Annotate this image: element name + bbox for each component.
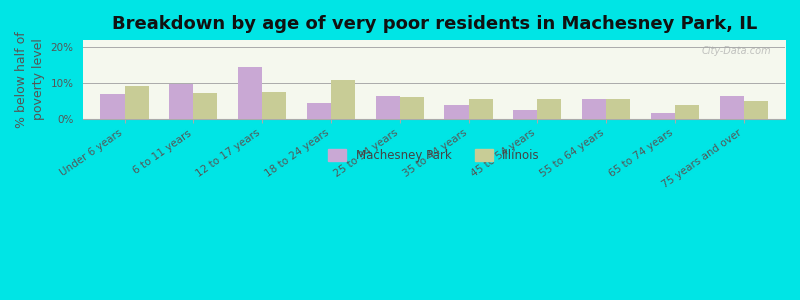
- Bar: [514, 110, 538, 119]
- Bar: [331, 80, 355, 119]
- Bar: [675, 104, 699, 119]
- Y-axis label: % below half of
poverty level: % below half of poverty level: [15, 31, 45, 128]
- Bar: [238, 67, 262, 119]
- Bar: [720, 96, 744, 119]
- Bar: [606, 99, 630, 119]
- Bar: [538, 99, 562, 119]
- Bar: [307, 103, 331, 119]
- Text: City-Data.com: City-Data.com: [702, 46, 771, 56]
- Bar: [194, 93, 218, 119]
- Legend: Machesney Park, Illinois: Machesney Park, Illinois: [324, 144, 545, 167]
- Bar: [582, 99, 606, 119]
- Bar: [469, 99, 493, 119]
- Bar: [125, 86, 149, 119]
- Bar: [445, 104, 469, 119]
- Title: Breakdown by age of very poor residents in Machesney Park, IL: Breakdown by age of very poor residents …: [111, 15, 757, 33]
- Bar: [262, 92, 286, 119]
- Bar: [101, 94, 125, 119]
- Bar: [170, 84, 194, 119]
- Bar: [744, 101, 768, 119]
- Bar: [376, 96, 400, 119]
- Bar: [651, 113, 675, 119]
- Bar: [400, 97, 424, 119]
